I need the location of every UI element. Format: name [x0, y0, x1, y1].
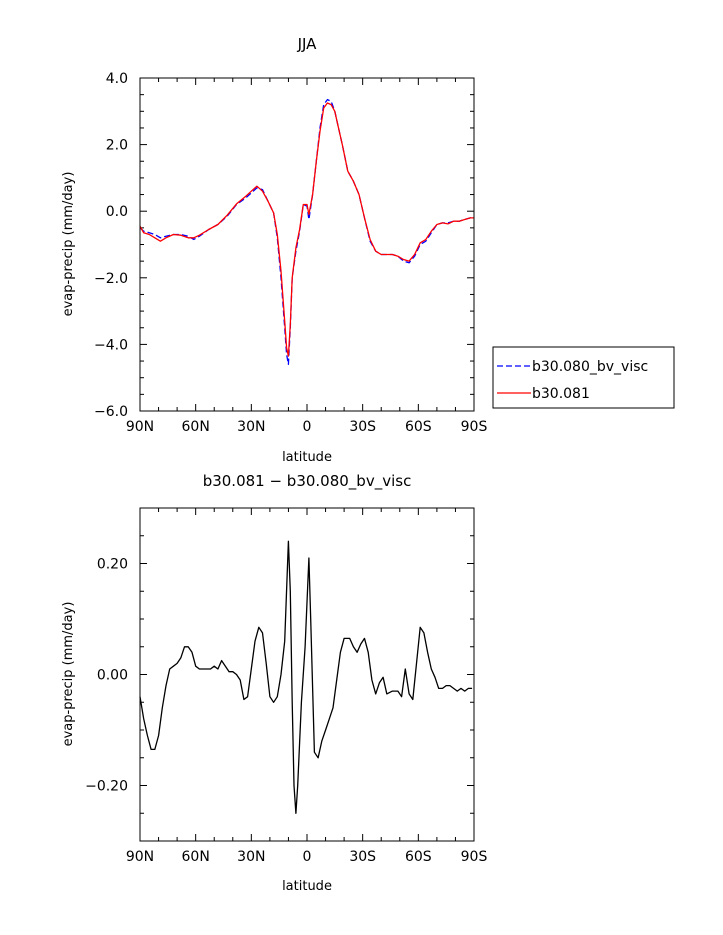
top-chart-y-tick-label: 4.0 [106, 71, 128, 87]
bottom-chart-y-tick-label: 0.20 [97, 557, 128, 573]
top-chart-x-tick-label: 60N [182, 419, 210, 435]
top-chart-series-1-line [139, 98, 474, 366]
bottom-chart-x-tick-label: 60N [182, 849, 210, 865]
top-chart-series [139, 98, 474, 366]
top-chart-x-axis-label: latitude [282, 450, 332, 465]
bottom-chart-frame [139, 507, 475, 842]
top-chart-series-2-line [139, 102, 474, 357]
top-chart-x-tick-label: 30S [349, 419, 376, 435]
top-chart-y-tick-label: −2.0 [94, 271, 128, 287]
top-chart-panel: JJA 90N 60N 30N 0 30S 60S 90S −6.0 −4.0 −2.0 0.0 2.… [61, 35, 675, 465]
top-chart-legend: b30.080_bv_visc b30.081 [492, 346, 675, 409]
top-chart-y-tick-label: 2.0 [106, 138, 128, 154]
bottom-chart-x-axis-label: latitude [282, 879, 332, 894]
bottom-chart-x-tick-label: 30N [237, 849, 265, 865]
top-chart-title: JJA [297, 35, 318, 53]
bottom-chart-y-tick-label: 0.00 [97, 668, 128, 684]
top-chart-x-tick-label: 90S [461, 419, 488, 435]
bottom-chart-series-1-line [139, 540, 473, 814]
legend-label-series-1: b30.080_bv_visc [532, 359, 648, 375]
top-chart-x-tick-label: 0 [303, 419, 312, 435]
top-chart-ticks: 90N 60N 30N 0 30S 60S 90S −6.0 −4.0 −2.0 0.0 2.0 4.0 [94, 71, 487, 435]
bottom-chart-x-tick-label: 90S [461, 849, 488, 865]
bottom-chart-panel: b30.081 − b30.080_bv_visc 90N 60N 30N 0 30S 6… [61, 472, 487, 894]
top-chart-x-tick-label: 60S [405, 419, 432, 435]
top-chart-y-tick-label: 0.0 [106, 204, 128, 220]
top-chart-y-tick-label: −4.0 [94, 337, 128, 353]
top-chart-frame [139, 77, 475, 412]
bottom-chart-x-tick-label: 90N [126, 849, 154, 865]
legend-box [492, 346, 675, 409]
bottom-chart-ticks: 90N 60N 30N 0 30S 60S 90S −0.20 0.00 0.20 [85, 507, 488, 865]
top-chart-y-tick-label: −6.0 [94, 404, 128, 420]
bottom-chart-x-tick-label: 30S [349, 849, 376, 865]
top-chart-x-tick-label: 90N [126, 419, 154, 435]
bottom-chart-x-tick-label: 60S [405, 849, 432, 865]
top-chart-x-tick-label: 30N [237, 419, 265, 435]
bottom-chart-x-tick-label: 0 [303, 849, 312, 865]
bottom-chart-title: b30.081 − b30.080_bv_visc [203, 472, 412, 491]
bottom-chart-y-tick-label: −0.20 [85, 779, 128, 795]
top-chart-y-axis-label: evap-precip (mm/day) [61, 172, 76, 317]
bottom-chart-series [139, 540, 473, 814]
bottom-chart-y-axis-label: evap-precip (mm/day) [61, 602, 76, 747]
legend-label-series-2: b30.081 [532, 386, 590, 402]
